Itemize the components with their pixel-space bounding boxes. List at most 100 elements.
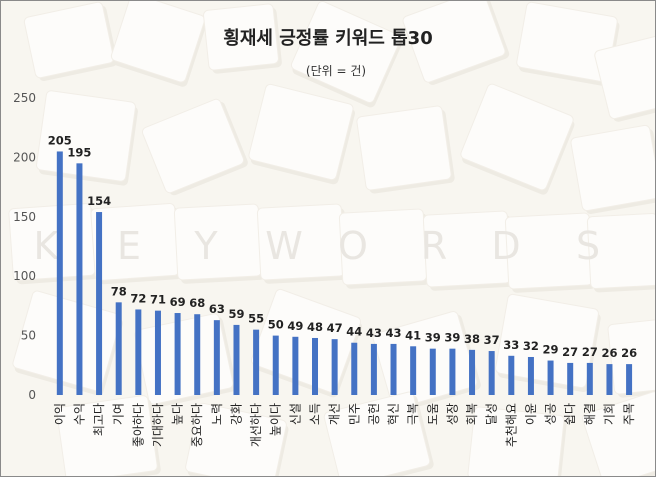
- x-tick-label: 혁신: [387, 403, 401, 425]
- x-tick-label: 성장: [445, 403, 459, 425]
- bar: [272, 335, 279, 395]
- background-letter-tile: Y: [193, 224, 218, 268]
- y-tick-label: 200: [13, 150, 36, 164]
- y-axis: 0 50 100 150 200 250: [13, 91, 36, 402]
- bar: [488, 351, 495, 395]
- background-letter-tile: R: [421, 224, 447, 268]
- x-tick-label: 성공: [544, 403, 558, 425]
- y-tick-label: 50: [21, 329, 36, 343]
- bar: [312, 337, 319, 395]
- bar: [76, 163, 83, 395]
- x-tick-label: 개선: [328, 403, 342, 425]
- bar: [390, 343, 397, 395]
- bar: [253, 329, 260, 395]
- x-tick-label: 기회: [602, 403, 616, 425]
- data-label: 48: [307, 320, 323, 334]
- data-label: 43: [386, 326, 402, 340]
- y-tick-label: 150: [13, 210, 36, 224]
- bar: [135, 309, 142, 395]
- x-tick-label: 회복: [465, 403, 479, 425]
- x-tick-label: 달성: [485, 403, 499, 425]
- x-tick-label: 높이다: [269, 403, 283, 436]
- bar: [331, 339, 338, 395]
- bar: [194, 314, 201, 395]
- bar: [626, 364, 633, 395]
- bar: [96, 212, 103, 395]
- data-label: 32: [523, 339, 539, 353]
- bar: [429, 348, 436, 395]
- bar: [547, 360, 554, 395]
- bar: [233, 324, 240, 395]
- background-letter-tile: K: [34, 224, 60, 268]
- x-tick-label: 공헌: [367, 403, 381, 425]
- bar: [115, 302, 122, 395]
- data-label: 39: [444, 331, 460, 345]
- background-letter-tile: E: [117, 224, 141, 268]
- bar: [586, 362, 593, 395]
- data-label: 37: [484, 333, 500, 347]
- x-tick-label: 도움: [426, 403, 440, 425]
- x-tick-label: 해결: [583, 403, 597, 425]
- bar: [351, 342, 358, 395]
- data-label: 43: [366, 326, 382, 340]
- x-tick-label: 개선하다: [249, 403, 263, 447]
- bar: [213, 320, 220, 395]
- x-tick-label: 주목: [622, 403, 636, 425]
- bar: [469, 349, 476, 395]
- data-label: 154: [87, 194, 111, 208]
- data-label: 63: [209, 302, 225, 316]
- data-label: 59: [228, 307, 244, 321]
- data-label: 41: [405, 328, 421, 342]
- data-label: 195: [67, 145, 91, 159]
- x-tick-label: 노력: [210, 403, 224, 425]
- x-tick-label: 기여: [112, 403, 126, 425]
- data-label: 71: [150, 293, 166, 307]
- x-tick-label: 극복: [406, 403, 420, 425]
- bar: [292, 336, 299, 395]
- bar: [567, 362, 574, 395]
- x-tick-label: 강화: [229, 403, 243, 425]
- x-tick-label: 이익: [53, 403, 67, 425]
- background-letter-tile: S: [576, 224, 600, 268]
- data-label: 205: [48, 133, 72, 147]
- data-label: 44: [346, 325, 362, 339]
- data-label: 27: [582, 345, 598, 359]
- x-tick-label: 추천해요: [503, 403, 518, 447]
- x-tick-label: 높다: [171, 403, 185, 425]
- background-letter-tile: W: [265, 224, 303, 268]
- data-label: 78: [111, 284, 127, 298]
- x-axis: 이익 수익 최고다 기여 좋아하다 기대하다 높다 중요하다 노력 강화 개선하다 높이다 신설 소득 개선…: [53, 403, 636, 447]
- x-tick-label: 소득: [308, 403, 322, 425]
- data-label: 68: [189, 296, 205, 310]
- data-label: 38: [464, 332, 480, 346]
- background-letter-tile: D: [491, 224, 520, 268]
- x-tick-label: 기대하다: [151, 403, 165, 447]
- bar: [410, 346, 417, 395]
- data-label: 39: [425, 331, 441, 345]
- x-tick-label: 수익: [72, 403, 86, 425]
- x-tick-label: 이윤: [524, 403, 538, 425]
- bar: [508, 355, 515, 395]
- data-label: 27: [562, 345, 578, 359]
- x-tick-label: 좋아하다: [131, 403, 145, 447]
- bar-series: [56, 151, 633, 395]
- data-label: 29: [543, 343, 559, 357]
- chart-title: 횡재세 긍정률 키워드 톱30: [223, 27, 432, 49]
- data-label: 50: [268, 318, 284, 332]
- data-label: 33: [503, 338, 519, 352]
- data-label: 72: [130, 291, 146, 305]
- x-tick-label: 신설: [288, 403, 302, 425]
- data-label: 47: [327, 321, 343, 335]
- data-label: 26: [621, 346, 637, 360]
- chart-subtitle: (단위 = 건): [306, 64, 366, 78]
- x-tick-label: 중요하다: [190, 403, 204, 447]
- bar: [449, 348, 456, 395]
- data-label: 55: [248, 312, 264, 326]
- x-tick-label: 민주: [347, 403, 361, 425]
- x-tick-label: 최고다: [92, 403, 106, 436]
- y-tick-label: 0: [28, 388, 36, 402]
- x-tick-label: 쉽다: [563, 403, 577, 425]
